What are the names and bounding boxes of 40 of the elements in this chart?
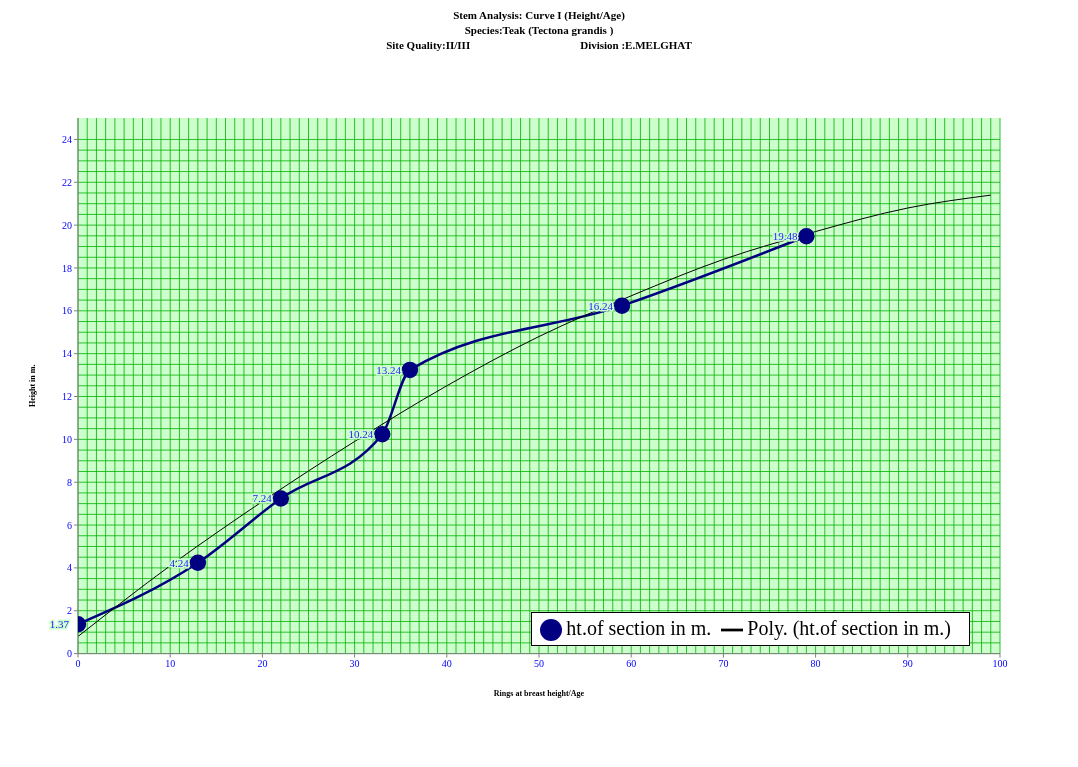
legend-label: Poly. (ht.of section in m.) [747,616,951,639]
y-axis-title: Height in m. [27,364,37,408]
x-tick-label: 30 [349,657,360,669]
text: Site Quality:II/III [386,38,471,53]
y-tick-label: 0 [67,648,72,660]
x-tick-label: 60 [626,657,637,669]
y-tick-label: 4 [67,562,72,574]
x-axis-title: Rings at breast height/Age [493,688,585,698]
y-tick-label: 8 [67,476,72,488]
y-tick-label: 2 [67,605,72,617]
point [401,361,419,379]
x-tick-label: 0 [75,657,81,669]
x-tick-label: 100 [992,657,1008,669]
x-tick-label: 70 [718,657,729,669]
data-label: 1.37 [49,618,70,631]
point [374,425,391,443]
x-tick-label: 50 [534,657,544,669]
y-tick-label: 16 [62,305,72,317]
point [272,490,290,507]
chart-subtitle: Species:Teak (Tectona grandis ) [463,23,615,38]
x-tick-label: 10 [165,657,176,669]
legend-label: ht.of section in m. [566,616,712,639]
point [189,554,207,572]
chart-title: Stem Analysis: Curve I (Height/Age) [452,8,626,23]
x-tick-label: 90 [902,657,913,669]
y-tick-label: 12 [62,391,72,403]
y-tick-label: 20 [62,219,72,231]
y-tick-label: 24 [62,133,72,145]
x-tick-label: 80 [810,657,821,669]
y-tick-label: 14 [62,348,72,360]
point [613,297,631,314]
y-tick-label: 22 [62,176,72,188]
x-tick-label: 20 [257,657,268,669]
text: Division :E.MELGHAT [580,38,692,53]
data-label: 19.48 [772,230,798,243]
x-tick-label: 40 [441,657,452,669]
y-tick-label: 10 [62,433,72,445]
point [798,228,815,245]
y-tick-label: 6 [67,519,72,531]
y-tick-label: 18 [62,262,72,274]
